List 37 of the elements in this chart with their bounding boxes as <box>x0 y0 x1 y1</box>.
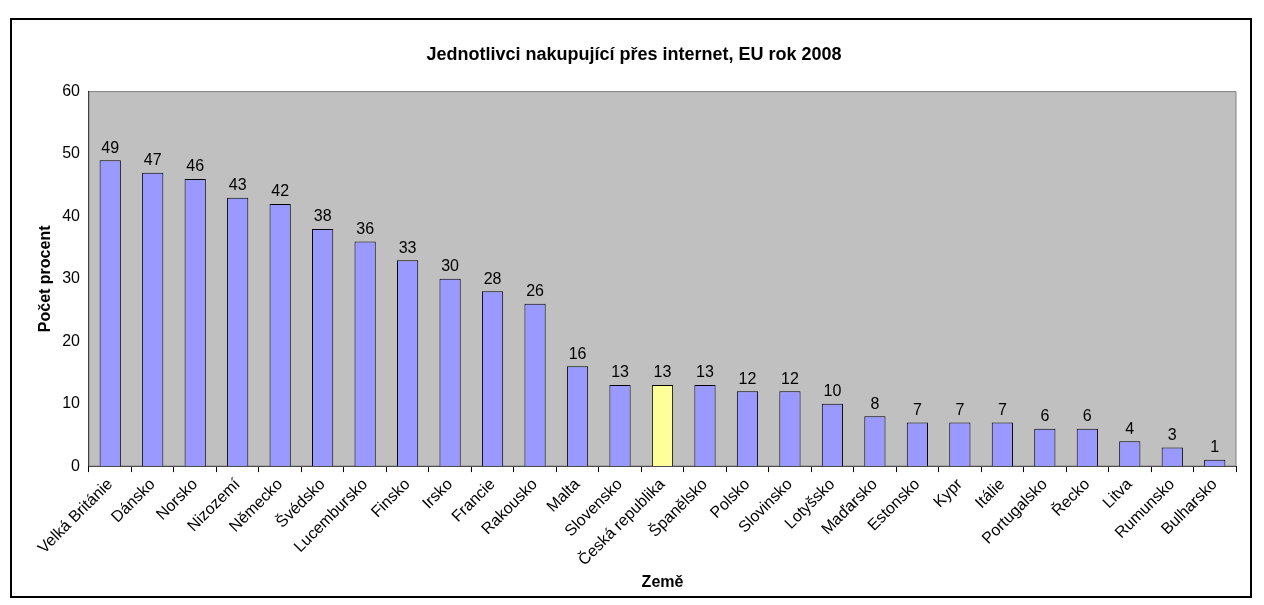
data-label: 4 <box>1125 419 1135 437</box>
data-label: 12 <box>781 369 799 387</box>
y-tick-label: 20 <box>62 331 81 349</box>
y-tick-label: 60 <box>62 82 81 100</box>
y-tick-label: 10 <box>62 394 81 412</box>
data-label: 8 <box>870 394 880 412</box>
y-tick-label: 0 <box>71 456 81 474</box>
data-label: 12 <box>738 369 757 387</box>
data-label: 13 <box>611 363 630 381</box>
x-axis-title: Země <box>641 572 684 590</box>
data-label: 42 <box>271 182 290 200</box>
data-label: 43 <box>228 176 247 194</box>
y-tick-label: 30 <box>62 269 81 287</box>
data-label: 26 <box>526 282 545 300</box>
data-label: 36 <box>356 219 375 237</box>
data-label: 7 <box>912 400 922 418</box>
y-tick-label: 40 <box>62 206 81 224</box>
data-label: 6 <box>1040 407 1050 425</box>
data-label: 13 <box>653 363 672 381</box>
data-label: 47 <box>143 151 162 169</box>
data-label: 13 <box>696 363 714 381</box>
data-label: 3 <box>1167 425 1177 443</box>
chart-title: Jednotlivci nakupující přes internet, EU rok 2008 <box>426 43 842 64</box>
data-label: 7 <box>955 400 965 418</box>
y-axis-title: Počet procent <box>36 224 54 333</box>
data-label: 7 <box>997 400 1007 418</box>
data-label: 49 <box>101 138 120 156</box>
data-label: 1 <box>1210 438 1220 456</box>
data-label: 28 <box>483 269 502 287</box>
data-label: 16 <box>568 344 587 362</box>
data-label: 33 <box>398 238 417 256</box>
data-label: 38 <box>313 207 332 225</box>
y-tick-label: 50 <box>62 144 81 162</box>
data-label: 10 <box>823 382 842 400</box>
data-label: 30 <box>441 257 460 275</box>
data-label: 46 <box>186 157 205 175</box>
data-label: 6 <box>1082 407 1092 425</box>
